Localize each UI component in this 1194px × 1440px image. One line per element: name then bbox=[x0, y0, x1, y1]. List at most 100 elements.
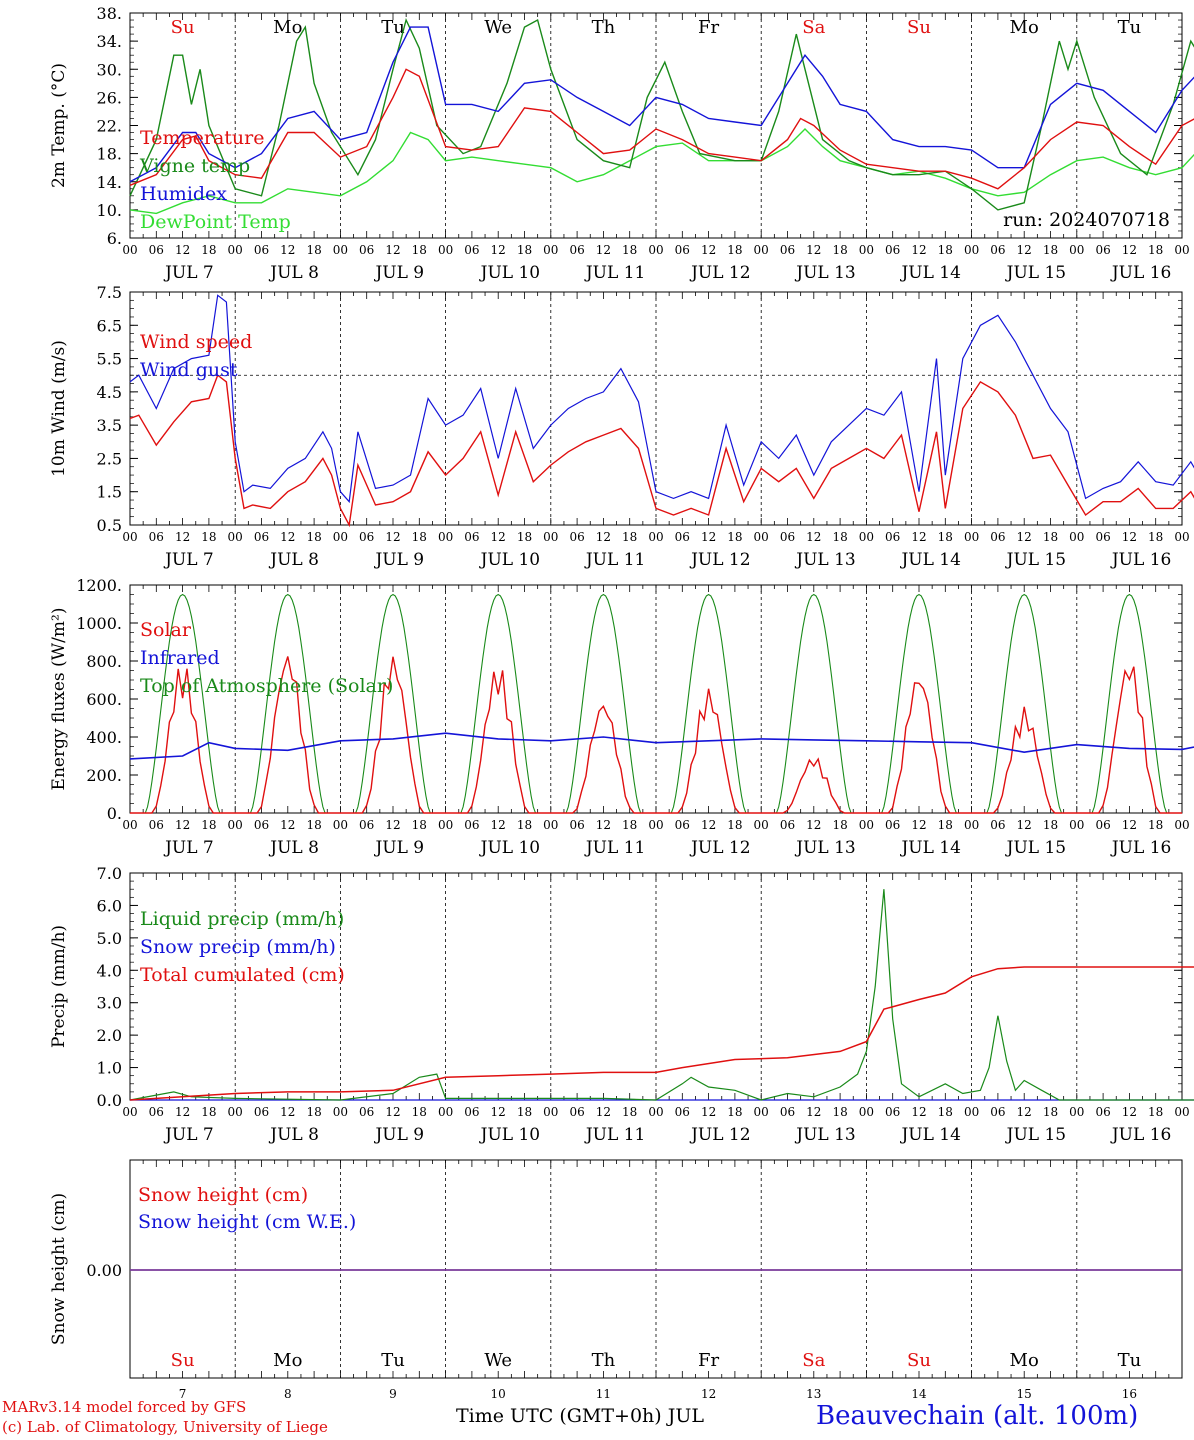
precip-legend-liquid-precip-mm-h: Liquid precip (mm/h) bbox=[140, 908, 344, 930]
temp-hour-tick-label: 12 bbox=[596, 243, 611, 257]
temp-hour-tick-label: 12 bbox=[806, 243, 821, 257]
energy-hour-tick-label: 00 bbox=[122, 818, 137, 832]
precip-hour-tick-label: 18 bbox=[412, 1105, 427, 1119]
energy-date-label: JUL 11 bbox=[584, 838, 645, 858]
wind-hour-tick-label: 12 bbox=[596, 530, 611, 544]
precip-hour-tick-label: 18 bbox=[306, 1105, 321, 1119]
temp-hour-tick-label: 00 bbox=[1069, 243, 1084, 257]
temp-hour-tick-label: 00 bbox=[543, 243, 558, 257]
wind-y-tick-label: 5.5 bbox=[97, 350, 122, 369]
energy-hour-tick-label: 00 bbox=[964, 818, 979, 832]
wind-hour-tick-label: 06 bbox=[464, 530, 479, 544]
temp-hour-tick-label: 00 bbox=[964, 243, 979, 257]
weekday-label-1: Mo bbox=[273, 17, 302, 38]
temp-hour-tick-label: 18 bbox=[201, 243, 216, 257]
precip-y-tick-label: 1.0 bbox=[97, 1059, 122, 1078]
wind-hour-tick-label: 00 bbox=[859, 530, 874, 544]
precip-hour-tick-label: 06 bbox=[780, 1105, 795, 1119]
temp-hour-tick-label: 06 bbox=[780, 243, 795, 257]
temp-hour-tick-label: 00 bbox=[333, 243, 348, 257]
wind-date-label: JUL 9 bbox=[373, 550, 424, 570]
temp-date-label: JUL 13 bbox=[794, 263, 855, 283]
precip-hour-tick-label: 12 bbox=[701, 1105, 716, 1119]
energy-hour-tick-label: 18 bbox=[727, 818, 742, 832]
precip-hour-tick-label: 06 bbox=[569, 1105, 584, 1119]
wind-date-label: JUL 11 bbox=[584, 550, 645, 570]
temp-date-label: JUL 7 bbox=[163, 263, 214, 283]
temp-hour-tick-label: 18 bbox=[1043, 243, 1058, 257]
temp-hour-tick-label: 18 bbox=[306, 243, 321, 257]
precip-hour-tick-label: 00 bbox=[1174, 1105, 1189, 1119]
time-axis-label: Time UTC (GMT+0h) JUL bbox=[456, 1405, 704, 1427]
precip-date-label: JUL 8 bbox=[268, 1125, 319, 1145]
snow-weekday-label-7: Su bbox=[907, 1350, 931, 1371]
snow-day-number-5: 12 bbox=[701, 1387, 716, 1401]
temp-date-label: JUL 8 bbox=[268, 263, 319, 283]
wind-hour-tick-label: 06 bbox=[990, 530, 1005, 544]
wind-hour-tick-label: 12 bbox=[280, 530, 295, 544]
wind-hour-tick-label: 00 bbox=[648, 530, 663, 544]
precip-hour-tick-label: 12 bbox=[491, 1105, 506, 1119]
wind-hour-tick-label: 18 bbox=[412, 530, 427, 544]
weekday-label-7: Su bbox=[907, 17, 931, 38]
energy-hour-tick-label: 18 bbox=[412, 818, 427, 832]
weekday-label-6: Sa bbox=[802, 17, 825, 38]
temp-hour-tick-label: 06 bbox=[675, 243, 690, 257]
precip-date-label: JUL 7 bbox=[163, 1125, 214, 1145]
wind-hour-tick-label: 12 bbox=[1122, 530, 1137, 544]
temp-hour-tick-label: 00 bbox=[122, 243, 137, 257]
snow-y-axis-label: Snow height (cm) bbox=[49, 1193, 69, 1345]
temp-hour-tick-label: 12 bbox=[701, 243, 716, 257]
precip-hour-tick-label: 00 bbox=[543, 1105, 558, 1119]
energy-hour-tick-label: 06 bbox=[359, 818, 374, 832]
energy-y-tick-label: 800. bbox=[86, 652, 122, 671]
snow-day-number-3: 10 bbox=[491, 1387, 506, 1401]
precip-hour-tick-label: 06 bbox=[885, 1105, 900, 1119]
energy-hour-tick-label: 18 bbox=[832, 818, 847, 832]
precip-hour-tick-label: 18 bbox=[1148, 1105, 1163, 1119]
energy-hour-tick-label: 06 bbox=[569, 818, 584, 832]
precip-y-tick-label: 2.0 bbox=[97, 1026, 122, 1045]
temp-legend-temperature: Temperature bbox=[140, 127, 264, 149]
energy-hour-tick-label: 12 bbox=[596, 818, 611, 832]
temp-hour-tick-label: 12 bbox=[280, 243, 295, 257]
temp-legend-dewpoint-temp: DewPoint Temp bbox=[140, 211, 291, 233]
precip-hour-tick-label: 18 bbox=[622, 1105, 637, 1119]
energy-y-tick-label: 1000. bbox=[76, 614, 122, 633]
temp-y-tick-label: 34. bbox=[97, 32, 122, 51]
energy-date-label: JUL 9 bbox=[373, 838, 424, 858]
energy-hour-tick-label: 18 bbox=[938, 818, 953, 832]
energy-hour-tick-label: 06 bbox=[780, 818, 795, 832]
snow-legend-snow-height-cm: Snow height (cm) bbox=[138, 1184, 308, 1206]
precip-y-tick-label: 6.0 bbox=[97, 896, 122, 915]
energy-legend-solar: Solar bbox=[140, 619, 192, 641]
temp-hour-tick-label: 18 bbox=[938, 243, 953, 257]
precip-hour-tick-label: 00 bbox=[122, 1105, 137, 1119]
snow-day-number-1: 8 bbox=[284, 1387, 292, 1401]
precip-hour-tick-label: 06 bbox=[464, 1105, 479, 1119]
precip-hour-tick-label: 18 bbox=[832, 1105, 847, 1119]
energy-hour-tick-label: 12 bbox=[806, 818, 821, 832]
wind-hour-tick-label: 12 bbox=[175, 530, 190, 544]
temp-hour-tick-label: 06 bbox=[885, 243, 900, 257]
snow-weekday-label-0: Su bbox=[171, 1350, 195, 1371]
energy-y-tick-label: 400. bbox=[86, 728, 122, 747]
wind-y-tick-label: 6.5 bbox=[97, 316, 122, 335]
snow-y-tick-label: 0.00 bbox=[86, 1261, 122, 1280]
temp-y-tick-label: 30. bbox=[97, 60, 122, 79]
energy-date-label: JUL 12 bbox=[689, 838, 750, 858]
precip-hour-tick-label: 00 bbox=[228, 1105, 243, 1119]
wind-date-label: JUL 8 bbox=[268, 550, 319, 570]
wind-hour-tick-label: 06 bbox=[569, 530, 584, 544]
temp-hour-tick-label: 00 bbox=[648, 243, 663, 257]
energy-date-label: JUL 10 bbox=[479, 838, 540, 858]
temp-date-label: JUL 15 bbox=[1005, 263, 1066, 283]
wind-hour-tick-label: 00 bbox=[122, 530, 137, 544]
energy-hour-tick-label: 00 bbox=[438, 818, 453, 832]
precip-hour-tick-label: 06 bbox=[990, 1105, 1005, 1119]
temp-hour-tick-label: 18 bbox=[832, 243, 847, 257]
precip-hour-tick-label: 12 bbox=[385, 1105, 400, 1119]
energy-hour-tick-label: 18 bbox=[517, 818, 532, 832]
temp-frame bbox=[129, 12, 1183, 239]
